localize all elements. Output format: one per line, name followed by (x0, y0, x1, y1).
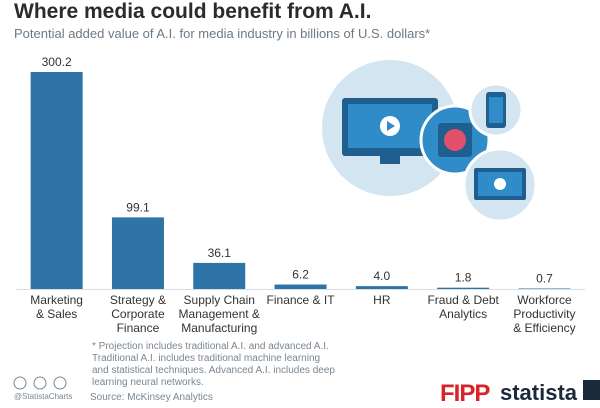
bar (355, 286, 408, 289)
value-label: 1.8 (455, 271, 472, 285)
source: Source: McKinsey Analytics (90, 392, 213, 403)
value-label: 300.2 (42, 55, 72, 69)
x-tick-label: HR (373, 293, 391, 307)
x-tick-label: Workforce Productivity & Efficiency (513, 293, 576, 335)
partner-logo: FIPP (440, 380, 490, 407)
bar (111, 217, 164, 289)
chart-subtitle: Potential added value of A.I. for media … (14, 26, 431, 41)
bar (437, 287, 490, 289)
footnote: * Projection includes traditional A.I. a… (92, 341, 335, 388)
bar (274, 284, 327, 289)
x-tick-label: Supply Chain Management & Manufacturing (178, 293, 260, 335)
bar (193, 262, 246, 289)
x-tick-label: Finance & IT (266, 293, 335, 307)
illustration (322, 60, 538, 223)
value-label: 36.1 (208, 246, 232, 260)
x-tick-label: Strategy & Corporate Finance (109, 293, 166, 335)
license-icons (13, 376, 600, 400)
handle: @StatistaCharts (14, 392, 73, 401)
bar (518, 288, 571, 289)
value-label: 99.1 (126, 200, 150, 214)
chart-title: Where media could benefit from A.I. (14, 0, 372, 23)
value-label: 4.0 (374, 269, 391, 283)
x-tick-label: Marketing & Sales (30, 293, 83, 321)
brand-logo: statista (500, 380, 578, 405)
x-tick-label: Fraud & Debt Analytics (427, 293, 499, 321)
bar (30, 72, 83, 289)
value-label: 6.2 (292, 268, 309, 282)
value-label: 0.7 (536, 271, 553, 285)
